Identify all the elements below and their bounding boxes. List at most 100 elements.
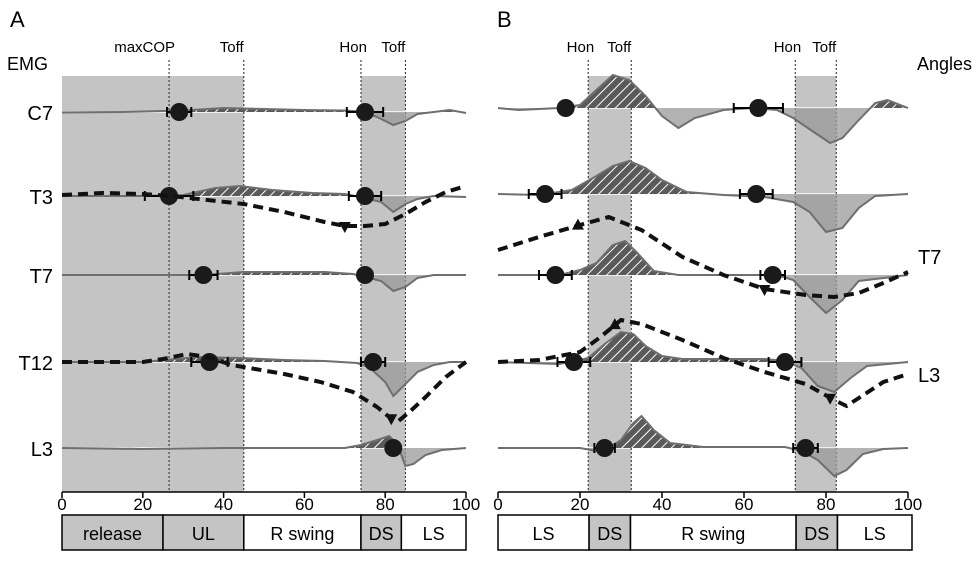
onset-marker-1-1 xyxy=(170,103,189,121)
onset-marker-2-1 xyxy=(160,187,179,205)
phase-cell-4 xyxy=(360,514,403,551)
emg-negative-area-3 xyxy=(62,275,466,291)
angle-trace-1 xyxy=(61,184,467,228)
angle-trace-2 xyxy=(62,351,468,425)
row-label-l3: L3 xyxy=(31,439,53,461)
phase-label-5: LS xyxy=(423,524,445,544)
angle-arrow-1-1 xyxy=(571,218,584,230)
phase-label-1: LS xyxy=(533,524,555,544)
angle-arrow-2-2 xyxy=(824,393,837,405)
panel-b: Hon Toff Hon Toff T7 L3 0 20 40 60 80 100 B Angles LS D… xyxy=(493,7,972,551)
emg-positive-area-3 xyxy=(498,241,908,275)
row-label-t7: T7 xyxy=(30,266,53,288)
phase-cell-5 xyxy=(400,514,467,551)
emg-negative-area-4 xyxy=(498,362,908,392)
emg-negative-area-2 xyxy=(62,196,466,212)
onset-marker-4-2 xyxy=(364,353,383,371)
emg-negative-area-1 xyxy=(62,112,466,125)
emg-negative-area-5 xyxy=(498,448,908,476)
row-label-t12: T12 xyxy=(19,353,53,375)
x-tick-label-0: 0 xyxy=(493,495,502,514)
event-label-2: Toff xyxy=(607,39,632,56)
event-label-3: Hon xyxy=(339,39,367,56)
panel-label: B xyxy=(497,7,512,32)
onset-marker-5-1 xyxy=(595,439,614,457)
phase-cell-5 xyxy=(836,514,913,551)
event-label-4: Toff xyxy=(381,39,406,56)
emg-negative-area-1 xyxy=(498,108,908,143)
angle-label-l3: L3 xyxy=(918,365,940,387)
onset-marker-2-1 xyxy=(536,185,555,203)
panel-label: A xyxy=(10,7,25,32)
phase-label-5: LS xyxy=(864,524,886,544)
onset-marker-2-2 xyxy=(356,187,374,205)
emg-positive-area-4 xyxy=(498,332,908,362)
phase-label-4: DS xyxy=(804,524,829,544)
event-label-4: Toff xyxy=(812,39,837,56)
phase-label-4: DS xyxy=(369,524,394,544)
emg-trace-2 xyxy=(497,159,909,234)
phase-cell-3 xyxy=(629,514,797,551)
phase-cell-3 xyxy=(243,514,362,551)
emg-trace-5 xyxy=(61,434,467,468)
panel-a: maxCOP Toff Hon Toff C7 T3 T7 T12 L3 0 20 40 60 80 100… xyxy=(7,7,480,551)
shaded-band-1 xyxy=(62,76,244,492)
x-tick-label-20: 20 xyxy=(571,495,590,514)
event-label-3: Hon xyxy=(774,39,802,56)
x-tick-label-40: 40 xyxy=(214,495,233,514)
event-label-2: Toff xyxy=(220,39,245,56)
emg-trace-1 xyxy=(497,73,909,145)
phase-label-1: release xyxy=(83,524,142,544)
x-tick-label-60: 60 xyxy=(735,495,754,514)
shaded-band-1 xyxy=(588,76,632,492)
x-tick-label-80: 80 xyxy=(817,495,836,514)
angle-arrow-1-1 xyxy=(338,222,351,233)
onset-marker-2-2 xyxy=(747,185,766,203)
onset-marker-1-2 xyxy=(356,103,374,121)
x-tick-label-100: 100 xyxy=(894,495,922,514)
emg-trace-4 xyxy=(62,355,466,398)
phase-label-2: UL xyxy=(192,524,215,544)
x-tick-label-100: 100 xyxy=(452,495,480,514)
onset-marker-5-1 xyxy=(384,439,403,457)
phase-label-3: R swing xyxy=(270,524,334,544)
onset-marker-3-1 xyxy=(194,266,213,284)
phase-label-3: R swing xyxy=(681,524,745,544)
onset-marker-3-1 xyxy=(546,266,565,284)
phase-cell-4 xyxy=(795,514,839,551)
corner-label: EMG xyxy=(7,54,48,74)
emg-trace-4 xyxy=(497,330,909,394)
x-tick-label-0: 0 xyxy=(57,495,66,514)
row-label-c7: C7 xyxy=(27,103,53,125)
phase-cell-2 xyxy=(162,514,245,551)
x-tick-label-80: 80 xyxy=(376,495,395,514)
x-tick-label-60: 60 xyxy=(295,495,314,514)
phase-label-2: DS xyxy=(597,524,622,544)
angle-trace-2 xyxy=(497,317,909,409)
phase-cell-1 xyxy=(61,514,164,551)
emg-negative-area-4 xyxy=(62,362,466,396)
onset-marker-4-1 xyxy=(564,353,583,371)
angle-arrow-2-1 xyxy=(608,318,621,330)
angle-arrow-2-1 xyxy=(385,414,398,426)
onset-marker-1-1 xyxy=(556,99,575,117)
emg-positive-area-5 xyxy=(62,436,466,448)
event-label-1: Hon xyxy=(567,39,595,56)
angle-arrow-1-2 xyxy=(758,285,771,296)
emg-negative-area-3 xyxy=(498,275,908,313)
event-label-1: maxCOP xyxy=(114,39,175,56)
x-tick-label-40: 40 xyxy=(653,495,672,514)
onset-marker-4-2 xyxy=(776,353,794,371)
emg-positive-area-1 xyxy=(498,75,908,108)
emg-negative-area-2 xyxy=(498,194,908,232)
corner-label: Angles xyxy=(917,54,972,74)
emg-trace-3 xyxy=(498,239,909,315)
emg-negative-area-5 xyxy=(62,448,466,466)
emg-positive-area-2 xyxy=(62,186,466,196)
row-label-t3: T3 xyxy=(30,187,53,209)
emg-positive-area-3 xyxy=(62,272,466,275)
x-tick-label-20: 20 xyxy=(133,495,152,514)
onset-marker-3-2 xyxy=(763,266,782,284)
onset-marker-3-2 xyxy=(356,266,374,284)
